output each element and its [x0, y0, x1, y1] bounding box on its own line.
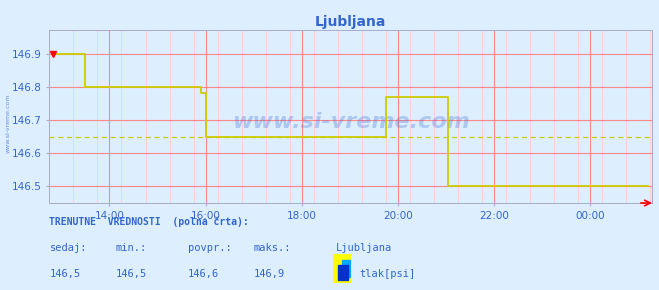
Text: 146,5: 146,5 [115, 269, 146, 279]
Text: www.si-vreme.com: www.si-vreme.com [5, 93, 11, 153]
Text: 146,9: 146,9 [254, 269, 285, 279]
Bar [342, 260, 351, 277]
Text: 146,5: 146,5 [49, 269, 80, 279]
Text: povpr.:: povpr.: [188, 243, 231, 253]
Text: 146,6: 146,6 [188, 269, 219, 279]
Text: TRENUTNE  VREDNOSTI  (polna črta):: TRENUTNE VREDNOSTI (polna črta): [49, 216, 249, 227]
Text: min.:: min.: [115, 243, 146, 253]
Text: sedaj:: sedaj: [49, 243, 87, 253]
Text: Ljubljana: Ljubljana [336, 243, 392, 253]
Text: www.si-vreme.com: www.si-vreme.com [232, 112, 470, 132]
Title: Ljubljana: Ljubljana [315, 15, 387, 29]
Text: maks.:: maks.: [254, 243, 291, 253]
Text: tlak[psi]: tlak[psi] [359, 269, 415, 279]
Bar [338, 265, 347, 280]
